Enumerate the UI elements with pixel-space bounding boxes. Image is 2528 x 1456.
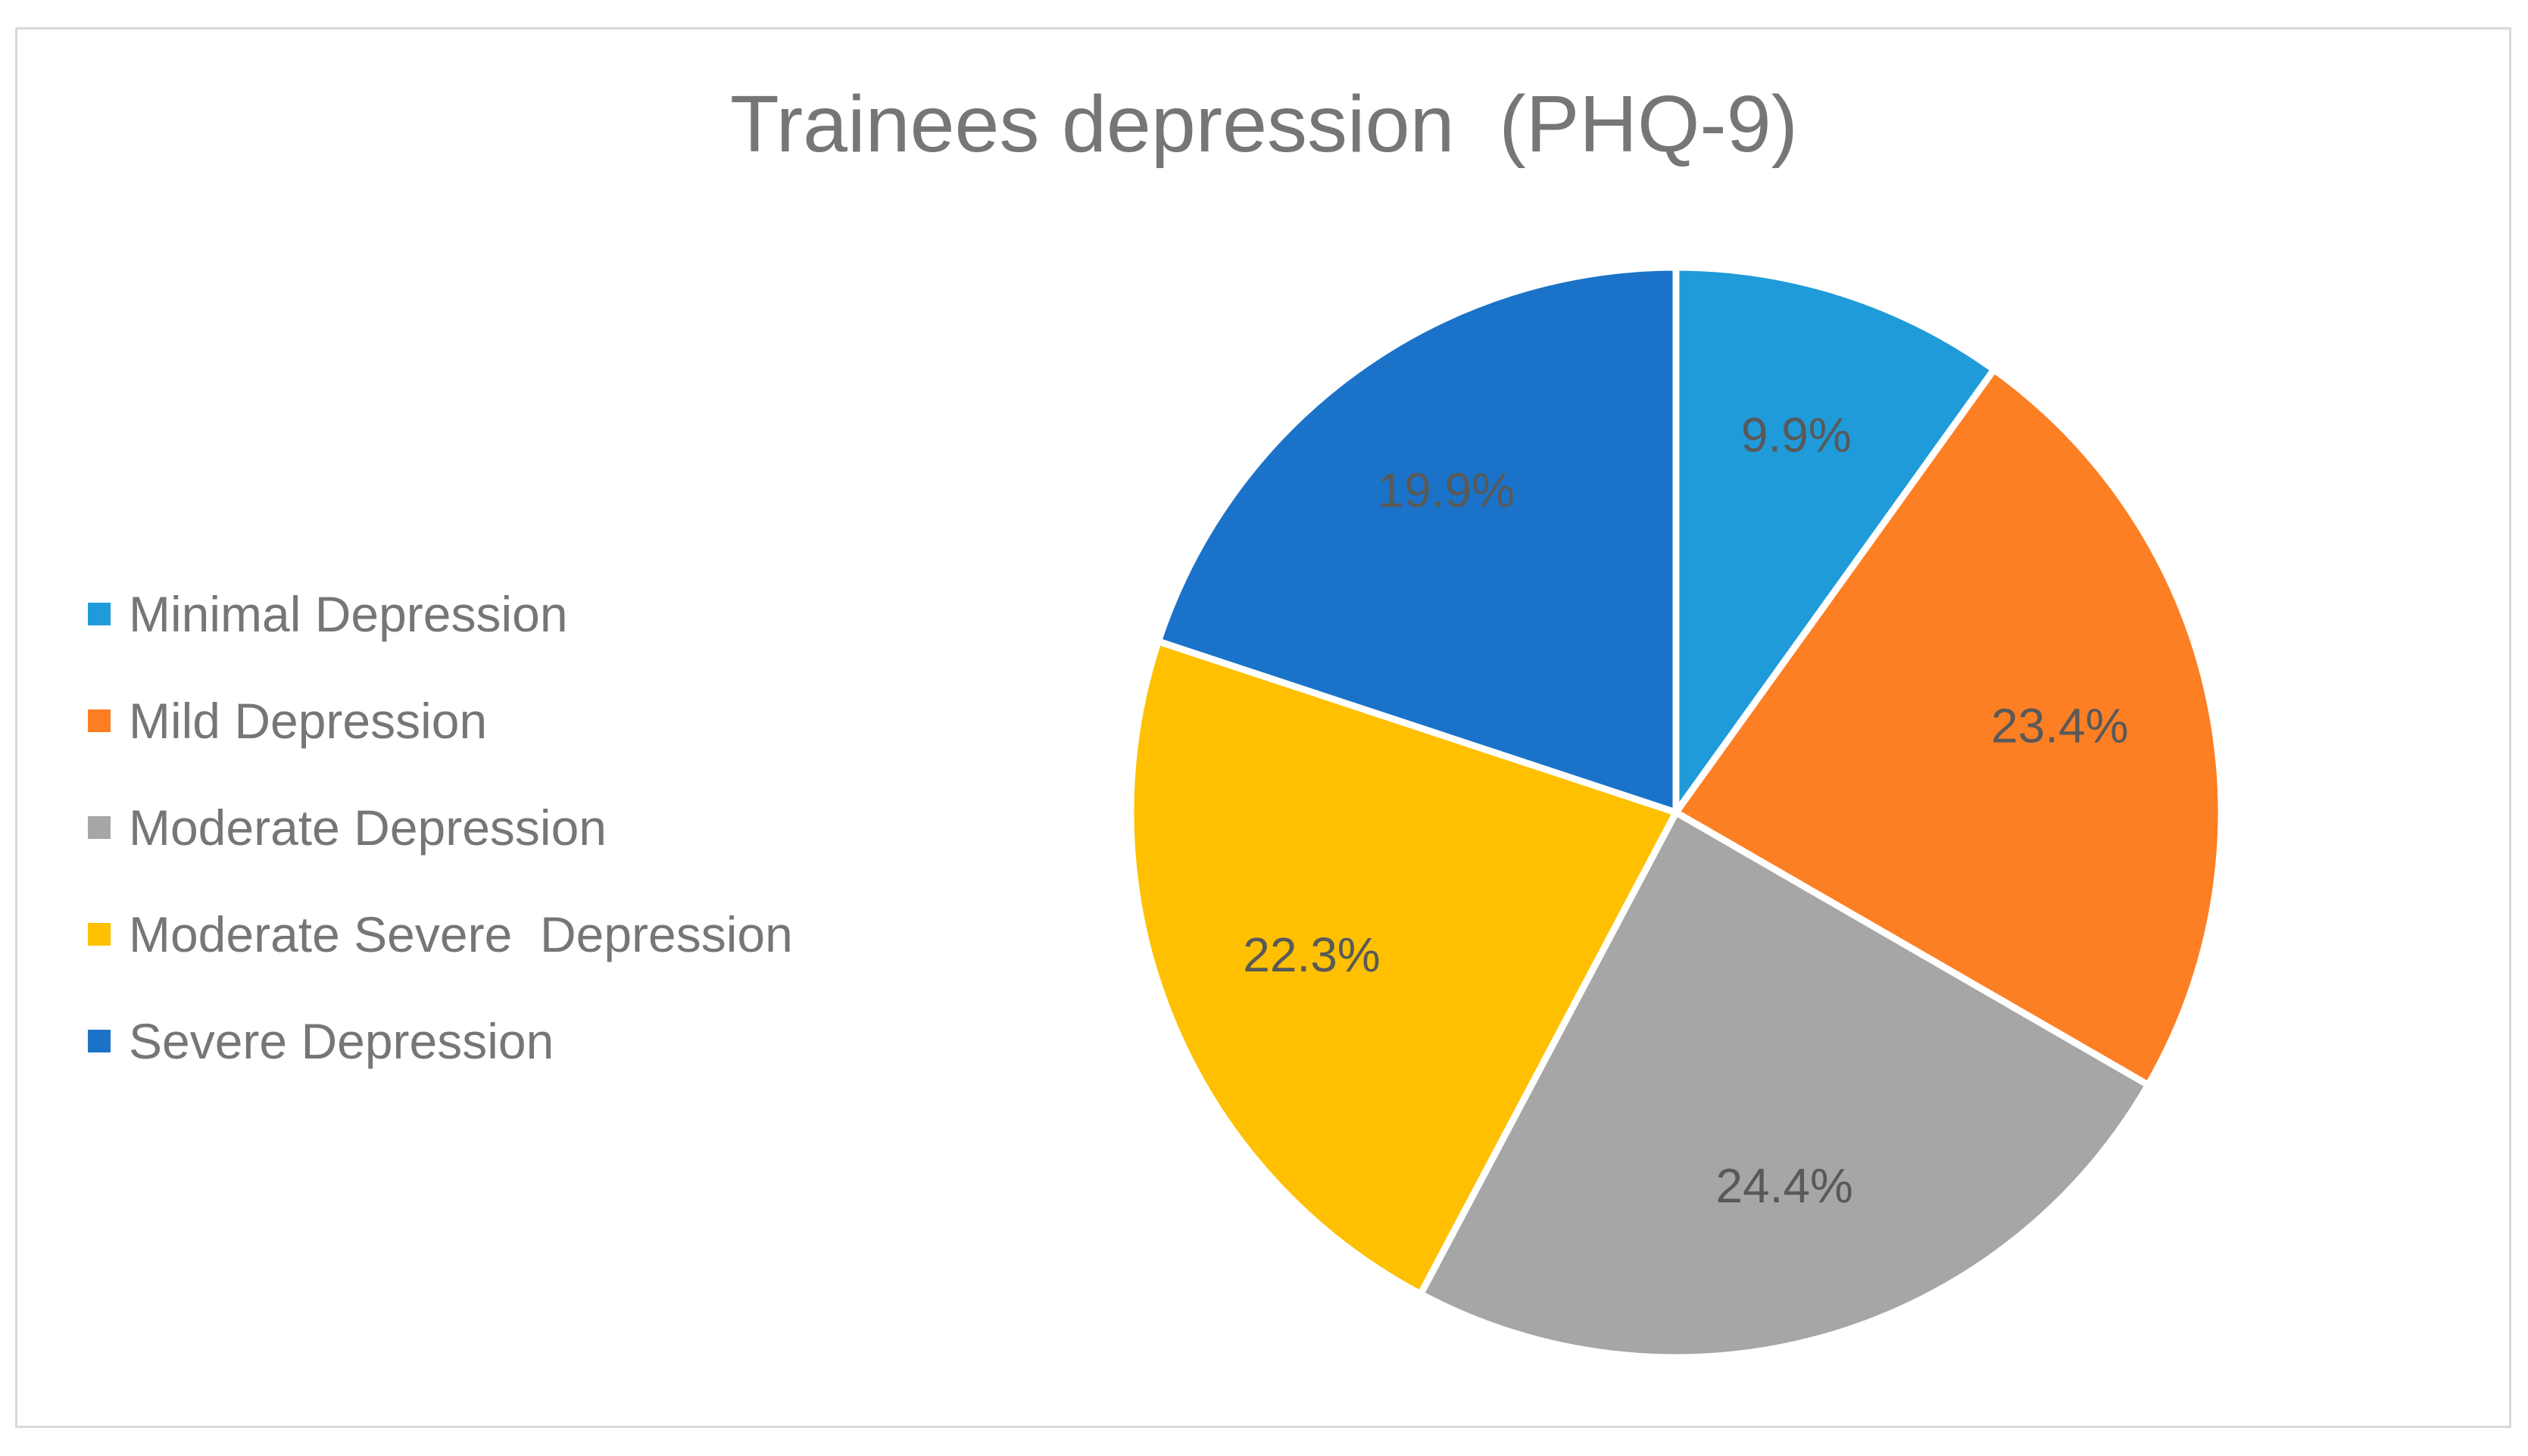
legend-swatch xyxy=(88,709,111,732)
data-label-moderate-severe: 22.3% xyxy=(1243,928,1380,982)
legend-swatch xyxy=(88,922,111,946)
legend-item-mild: Mild Depression xyxy=(88,667,921,774)
legend-item-moderate: Moderate Depression xyxy=(88,774,921,881)
legend-label: Moderate Severe Depression xyxy=(129,906,793,962)
legend-item-severe: Severe Depression xyxy=(88,987,921,1094)
chart-title: Trainees depression (PHQ-9) xyxy=(730,80,1798,169)
pie-data-labels: 9.9% 23.4% 24.4% 22.3% 19.9% xyxy=(1243,407,2128,1213)
pie-slice-minimal xyxy=(1672,263,1998,816)
pie-slice-mild xyxy=(1672,366,2225,1089)
data-label-severe: 19.9% xyxy=(1378,463,1515,518)
legend-label: Minimal Depression xyxy=(129,585,568,642)
legend-label: Mild Depression xyxy=(129,692,488,749)
legend-item-moderate-severe: Moderate Severe Depression xyxy=(88,881,921,987)
legend-label: Moderate Depression xyxy=(129,799,607,856)
legend-swatch xyxy=(88,815,111,839)
legend-swatch xyxy=(88,602,111,625)
pie-slice-moderate xyxy=(1417,809,2152,1361)
legend: Minimal Depression Mild Depression Moder… xyxy=(88,560,921,1094)
legend-label: Severe Depression xyxy=(129,1012,554,1069)
legend-item-minimal: Minimal Depression xyxy=(88,560,921,667)
pie-slice-severe xyxy=(1154,263,1680,816)
pie-slices xyxy=(1127,263,2225,1361)
data-label-moderate: 24.4% xyxy=(1715,1158,1852,1213)
pie-slice-moderate-severe xyxy=(1127,638,1680,1298)
data-label-mild: 23.4% xyxy=(1991,699,2128,753)
legend-swatch xyxy=(88,1029,111,1052)
data-label-minimal: 9.9% xyxy=(1741,407,1852,462)
